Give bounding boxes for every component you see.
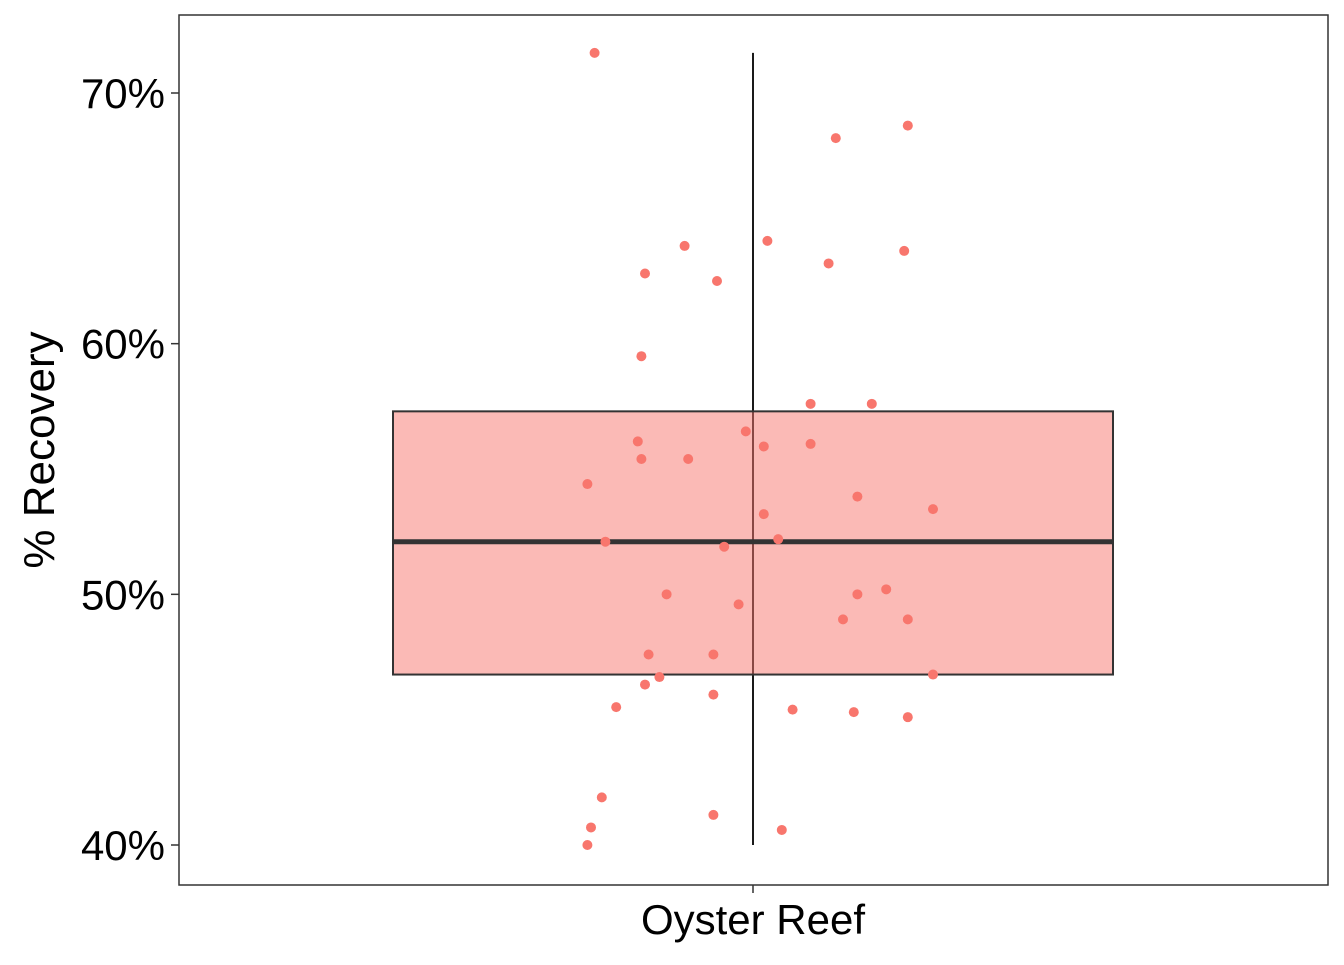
data-point (636, 453, 647, 464)
data-point (805, 398, 816, 409)
x-tick-label: Oyster Reef (641, 896, 865, 943)
data-point (823, 258, 834, 269)
data-point (712, 276, 722, 286)
data-point (596, 792, 607, 803)
data-point (733, 599, 744, 610)
y-tick-label: 70% (81, 70, 165, 117)
data-point (758, 441, 769, 452)
data-point (654, 672, 665, 683)
data-point (636, 351, 647, 362)
data-point (758, 509, 769, 520)
data-point (838, 614, 848, 625)
data-point (582, 840, 593, 850)
data-point (708, 689, 719, 700)
data-point (762, 235, 773, 246)
data-point (902, 120, 913, 131)
data-point (902, 614, 913, 625)
data-point (679, 240, 690, 251)
data-point (830, 133, 841, 144)
data-point (881, 584, 892, 595)
data-point (640, 679, 650, 690)
data-point (902, 712, 913, 723)
data-point (589, 47, 600, 58)
data-point (805, 438, 816, 449)
data-point (852, 491, 863, 502)
data-point (866, 398, 877, 409)
y-tick-label: 40% (81, 822, 165, 869)
data-point (740, 426, 751, 437)
data-point (661, 589, 672, 600)
data-point (773, 534, 784, 545)
data-point (708, 649, 719, 660)
data-point (928, 669, 938, 680)
data-point (582, 479, 593, 490)
data-point (632, 436, 643, 447)
data-point (643, 649, 654, 660)
data-point (899, 245, 910, 256)
data-point (852, 589, 863, 600)
y-tick-label: 60% (81, 321, 165, 368)
data-point (586, 822, 596, 833)
y-axis-title: % Recovery (15, 331, 64, 568)
data-point (611, 702, 622, 713)
marks-layer (392, 47, 1114, 850)
data-point (640, 268, 650, 279)
data-point (928, 504, 938, 515)
data-point (787, 704, 798, 715)
y-tick-label: 50% (81, 571, 165, 618)
axes-layer: 40% 50% 60% 70% Oyster Reef (81, 70, 865, 943)
data-point (683, 453, 694, 464)
data-point (719, 541, 730, 552)
data-point (776, 824, 787, 835)
data-point (708, 809, 719, 820)
data-point (848, 707, 859, 718)
data-point (600, 536, 611, 547)
